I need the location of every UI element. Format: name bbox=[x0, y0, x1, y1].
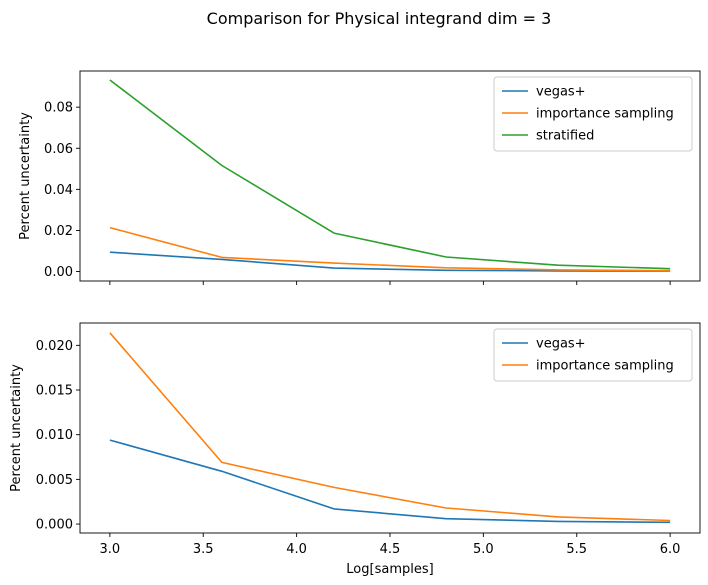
y-tick-label: 0.005 bbox=[36, 473, 73, 488]
series-line-vegas- bbox=[109, 439, 671, 524]
y-axis-label: Percent uncertainty bbox=[9, 364, 24, 492]
y-tick-label: 0.08 bbox=[44, 101, 73, 116]
legend-label: importance sampling bbox=[536, 359, 674, 374]
series-line-importance-sampling bbox=[109, 332, 671, 522]
legend-label: importance sampling bbox=[536, 107, 674, 122]
legend-box bbox=[493, 76, 693, 152]
x-tick-label: 4.5 bbox=[380, 542, 401, 557]
x-tick-label: 5.5 bbox=[566, 542, 587, 557]
y-tick-label: 0.010 bbox=[36, 428, 73, 443]
legend-label: vegas+ bbox=[536, 337, 586, 352]
x-tick-label: 3.5 bbox=[193, 542, 214, 557]
series-line-vegas- bbox=[109, 251, 671, 272]
x-tick-label: 4.0 bbox=[286, 542, 307, 557]
y-tick-label: 0.02 bbox=[44, 224, 73, 239]
legend-label: stratified bbox=[536, 129, 594, 144]
axes-1: 0.00 0.02 0.04 0.06 0.08 Percent uncertainty v… bbox=[18, 70, 701, 285]
axes-2: 3.0 3.5 4.0 4.5 5.0 5.5 6.0 0.000 0.005 0.010 0.01… bbox=[9, 322, 701, 577]
legend-box bbox=[493, 328, 693, 382]
series-line-stratified bbox=[109, 79, 671, 270]
x-tick-label: 6.0 bbox=[660, 542, 681, 557]
y-tick-label: 0.06 bbox=[44, 142, 73, 157]
y-tick-label: 0.020 bbox=[36, 339, 73, 354]
y-axis-label: Percent uncertainty bbox=[18, 112, 33, 240]
y-tick-label: 0.015 bbox=[36, 384, 73, 399]
x-tick-label: 3.0 bbox=[100, 542, 121, 557]
y-tick-label: 0.000 bbox=[36, 518, 73, 533]
y-tick-label: 0.04 bbox=[44, 183, 73, 198]
x-tick-label: 5.0 bbox=[473, 542, 494, 557]
figure-title: Comparison for Physical integrand dim = … bbox=[207, 9, 552, 28]
x-axis-label: Log[samples] bbox=[346, 562, 433, 577]
y-tick-label: 0.00 bbox=[44, 265, 73, 280]
series-line-importance-sampling bbox=[109, 226, 671, 272]
legend-label: vegas+ bbox=[536, 85, 586, 100]
